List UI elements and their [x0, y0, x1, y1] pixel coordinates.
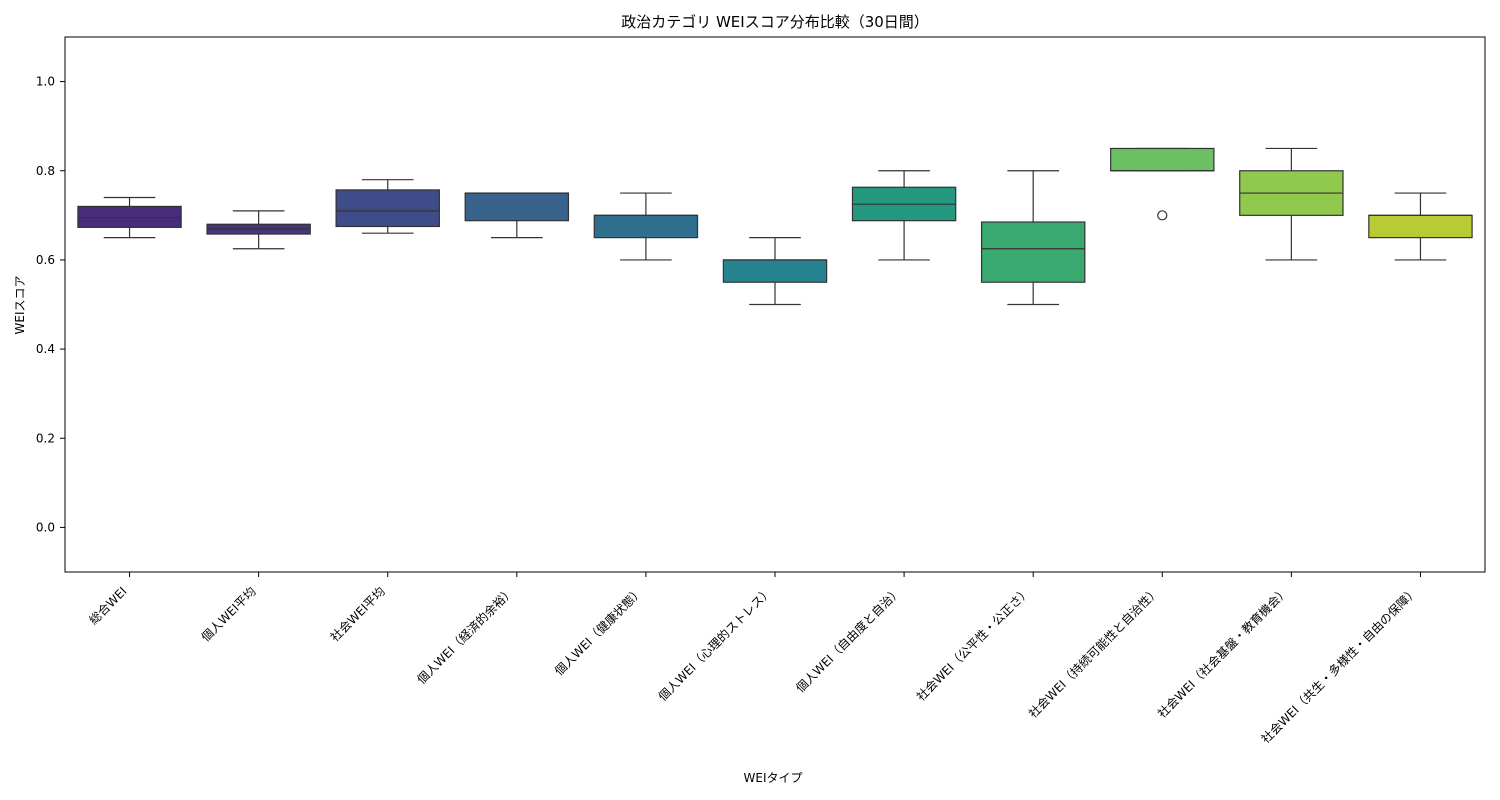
box-iqr	[77, 205, 182, 228]
box-group	[77, 196, 182, 239]
box-iqr	[335, 189, 440, 228]
box-group	[1110, 147, 1215, 221]
box-group	[206, 210, 311, 250]
box-iqr	[593, 214, 699, 239]
box-group	[1368, 192, 1473, 261]
outlier-point	[1157, 210, 1168, 221]
y-tick-label: 1.0	[36, 75, 55, 89]
boxes-layer	[77, 147, 1473, 306]
y-tick-label: 0.4	[36, 342, 55, 356]
box-group	[1239, 147, 1344, 261]
box-group	[980, 170, 1086, 306]
y-tick-label: 0.2	[36, 431, 55, 445]
box-iqr	[980, 221, 1086, 283]
box-group	[722, 237, 828, 306]
y-tick-label: 0.0	[36, 520, 55, 534]
box-group	[464, 192, 570, 239]
box-iqr	[1110, 147, 1215, 172]
box-group	[593, 192, 699, 261]
x-axis-label: WEIタイプ	[744, 771, 803, 785]
y-axis-label: WEIスコア	[13, 276, 27, 335]
y-tick-label: 0.6	[36, 253, 55, 267]
box-iqr	[464, 192, 570, 222]
box-iqr	[1368, 214, 1473, 239]
chart-title: 政治カテゴリ WEIスコア分布比較（30日間）	[621, 13, 929, 31]
y-tick-label: 0.8	[36, 164, 55, 178]
y-axis: 0.0 0.2 0.4 0.6 0.8 1.0	[36, 75, 65, 534]
box-group	[335, 179, 440, 234]
box-iqr	[722, 259, 828, 283]
box-group	[851, 170, 957, 261]
